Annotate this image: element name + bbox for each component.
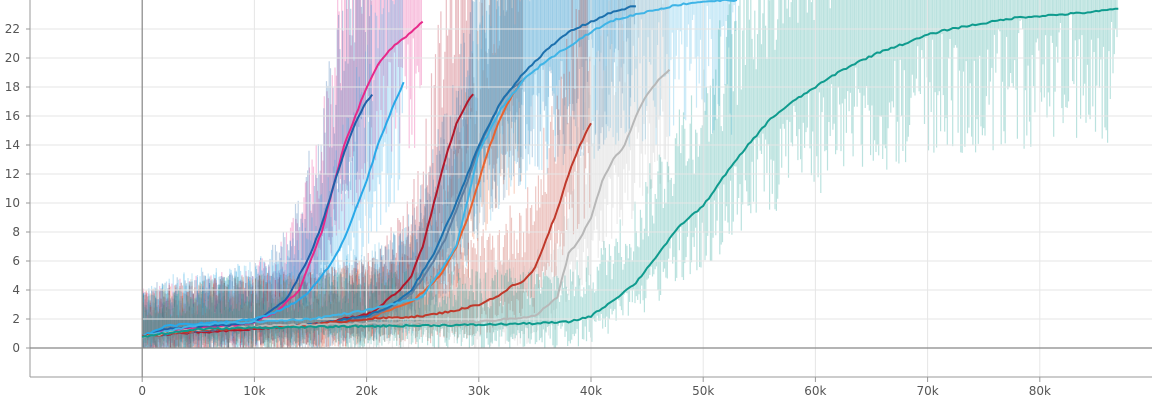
series-line [141, 81, 405, 337]
x-tick-label: 40k [580, 384, 602, 398]
y-tick-label: 6 [12, 254, 20, 268]
y-tick-label: 20 [5, 51, 20, 65]
series-noise-band [141, 0, 523, 348]
series-line [141, 7, 1119, 339]
y-tick-label: 4 [12, 283, 20, 297]
y-tick-label: 18 [5, 80, 20, 94]
y-tick-label: 8 [12, 225, 20, 239]
series-line [142, 20, 424, 337]
y-tick-label: 22 [5, 22, 20, 36]
y-tick-label: 10 [5, 196, 20, 210]
x-tick-label: 60k [804, 384, 826, 398]
x-tick-label: 30k [468, 384, 490, 398]
y-tick-label: 12 [5, 167, 20, 181]
y-tick-label: 14 [5, 138, 20, 152]
x-tick-label: 80k [1029, 384, 1051, 398]
series-line [142, 68, 671, 339]
series-lines [141, 0, 1119, 339]
series-noise-band [141, 0, 737, 348]
x-tick-label: 0 [138, 384, 146, 398]
tick-labels: 0 10k 20k 30k 40k 50k 60k 70k 80k 0 2 4 6 8 10 12 14 16 18… [5, 22, 1051, 398]
axes [26, 0, 1152, 382]
y-tick-label: 16 [5, 109, 20, 123]
x-tick-label: 10k [243, 384, 265, 398]
y-tick-label: 2 [12, 312, 20, 326]
y-tick-label: 0 [12, 341, 20, 355]
x-tick-label: 20k [355, 384, 377, 398]
series-line [141, 0, 738, 338]
x-tick-label: 70k [916, 384, 938, 398]
x-tick-label: 50k [692, 384, 714, 398]
